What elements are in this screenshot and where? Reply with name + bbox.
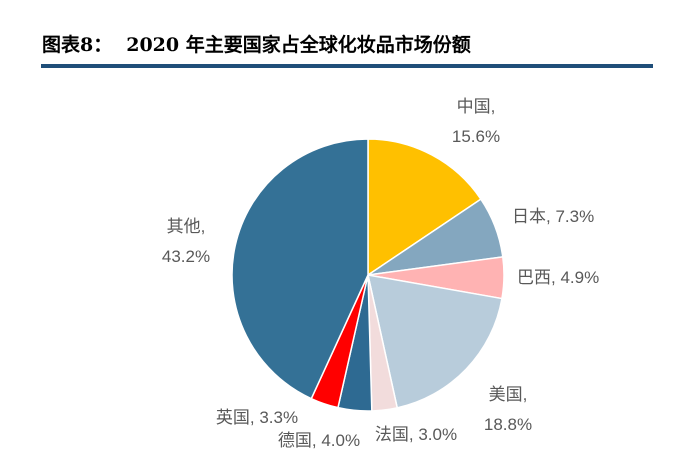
figure-title-text: 2020 年主要国家占全球化妆品市场份额 (126, 34, 471, 56)
pie-slices (231, 138, 505, 412)
slice-label-2: 日本, 7.3% (512, 207, 594, 226)
title-underline (41, 64, 653, 68)
pie-labels: 中国, 15.6% 日本, 7.3% 巴西, 4.9% 美国, 18.8% 法国, 3.0%… (162, 97, 599, 450)
pie-slice-8 (231, 138, 369, 400)
slice-label-3: 巴西, 4.9% (517, 268, 599, 287)
pie-slice-4 (367, 274, 503, 409)
slice-label-4: 美国, 18.8% (484, 385, 532, 434)
figure-title: 图表8： 2020 年主要国家占全球化妆品市场份额 (42, 30, 485, 60)
slice-label-8: 其他, 43.2% (162, 217, 210, 266)
pie-slice-1 (367, 138, 482, 277)
slice-label-7: 英国, 3.3% (216, 408, 298, 427)
slice-label-5: 法国, 3.0% (375, 425, 457, 444)
slice-label-6: 德国, 4.0% (278, 431, 360, 450)
slice-label-1: 中国, 15.6% (452, 97, 500, 146)
figure-label: 图表8： (42, 34, 113, 56)
